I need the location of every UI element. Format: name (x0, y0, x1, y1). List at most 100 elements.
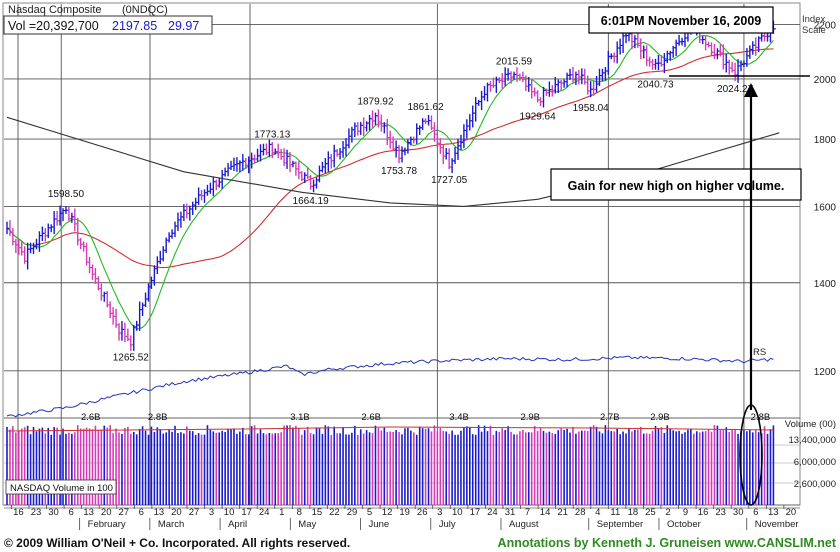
price-bar (598, 68, 602, 86)
x-tick-label: 23 (31, 507, 42, 518)
price-bar (645, 45, 650, 67)
price-bar (719, 44, 723, 57)
price-bar (133, 324, 137, 351)
price-bar (763, 33, 767, 42)
month-label: February (88, 519, 126, 530)
price-bar (445, 147, 449, 160)
x-tick-label: 25 (645, 507, 656, 518)
price-bar (215, 179, 219, 191)
month-label: August (509, 519, 539, 530)
price-bar (516, 67, 520, 82)
volume-annotation: 2.8B (751, 412, 771, 423)
price-bar (162, 246, 166, 262)
price-bar (654, 58, 658, 70)
price-bar (153, 265, 157, 286)
price-bar (374, 112, 378, 126)
price-bar (262, 143, 266, 156)
volume-readout: Vol =20,392,700 (8, 19, 99, 33)
price-bar (56, 211, 60, 226)
x-tick-label: 27 (189, 507, 200, 518)
price-bar (416, 123, 420, 144)
price-bar (180, 211, 184, 228)
price-bar (354, 122, 358, 137)
price-bar (106, 291, 110, 308)
month-label: November (755, 519, 799, 530)
volume-legend-box (5, 479, 117, 495)
month-label: October (667, 519, 701, 530)
month-label: May (298, 519, 316, 530)
price-bar (277, 143, 281, 159)
price-bar (755, 37, 759, 56)
price-bar (666, 50, 670, 64)
x-tick-label: 27 (118, 507, 129, 518)
price-bar (88, 256, 92, 274)
price-bar (560, 79, 564, 91)
x-tick-label: 16 (698, 507, 709, 518)
x-tick-label: 13 (83, 507, 94, 518)
y-tick-label: 2000 (814, 75, 837, 86)
price-bar (613, 52, 617, 63)
price-bar (716, 48, 720, 60)
price-bar (480, 90, 484, 111)
volume-highlight-oval (739, 404, 763, 506)
x-tick-label: 6 (139, 507, 144, 518)
price-annotation-1929.64: 1929.64 (520, 111, 557, 122)
x-tick-label: 10 (452, 507, 463, 518)
price-bar (678, 34, 682, 46)
index-scale-label: Index (802, 14, 825, 25)
price-bar (274, 148, 278, 155)
x-tick-label: 21 (557, 507, 568, 518)
price-annotation-1727.05: 1727.05 (431, 175, 468, 186)
x-tick-label: 10 (224, 507, 235, 518)
price-bar (362, 117, 367, 136)
price-bar (572, 66, 576, 83)
price-bar (575, 71, 579, 86)
price-bar (675, 39, 679, 57)
price-bar (542, 86, 546, 108)
price-bar (292, 160, 296, 168)
x-tick-label: 22 (329, 507, 340, 518)
price-bar (345, 138, 349, 157)
price-bar (622, 33, 626, 54)
price-bar (595, 75, 599, 93)
price-bar (569, 68, 573, 80)
price-bar (663, 53, 667, 74)
price-bar (660, 55, 664, 67)
price-bar (271, 142, 275, 159)
price-bar (746, 48, 750, 67)
price-bar (589, 81, 594, 98)
x-tick-label: 14 (540, 507, 551, 518)
price-bar (348, 128, 352, 149)
price-bar (469, 114, 473, 131)
price-bar (330, 154, 334, 169)
copyright: © 2009 William O'Neil + Co. Incorporated… (4, 536, 350, 550)
price-bar (631, 30, 635, 50)
rs-line-path (6, 355, 774, 418)
volume-bars (6, 425, 775, 505)
price-bar (124, 322, 128, 343)
price-bar (336, 149, 340, 157)
price-bar (268, 139, 272, 158)
price-bar (740, 60, 744, 72)
price-bar (41, 226, 45, 241)
volume-axis-title: Volume (00) (785, 419, 836, 430)
price-bar (295, 161, 299, 176)
price-bar (18, 239, 22, 255)
month-label: September (597, 519, 643, 530)
price-bar (743, 60, 747, 68)
y-tick-label: 1800 (814, 135, 837, 146)
price-bar (734, 62, 738, 82)
x-tick-label: 31 (505, 507, 516, 518)
price-bar (333, 144, 337, 168)
x-tick-label: 8 (297, 507, 302, 518)
x-tick-label: 15 (312, 507, 323, 518)
x-tick-label: 23 (715, 507, 726, 518)
price-bar (189, 205, 193, 221)
price-bar (253, 154, 258, 164)
price-bar (581, 68, 585, 85)
x-tick-label: 3 (209, 507, 214, 518)
price-bar (265, 143, 269, 156)
price-bar (280, 148, 284, 160)
x-tick-label: 1 (279, 507, 284, 518)
